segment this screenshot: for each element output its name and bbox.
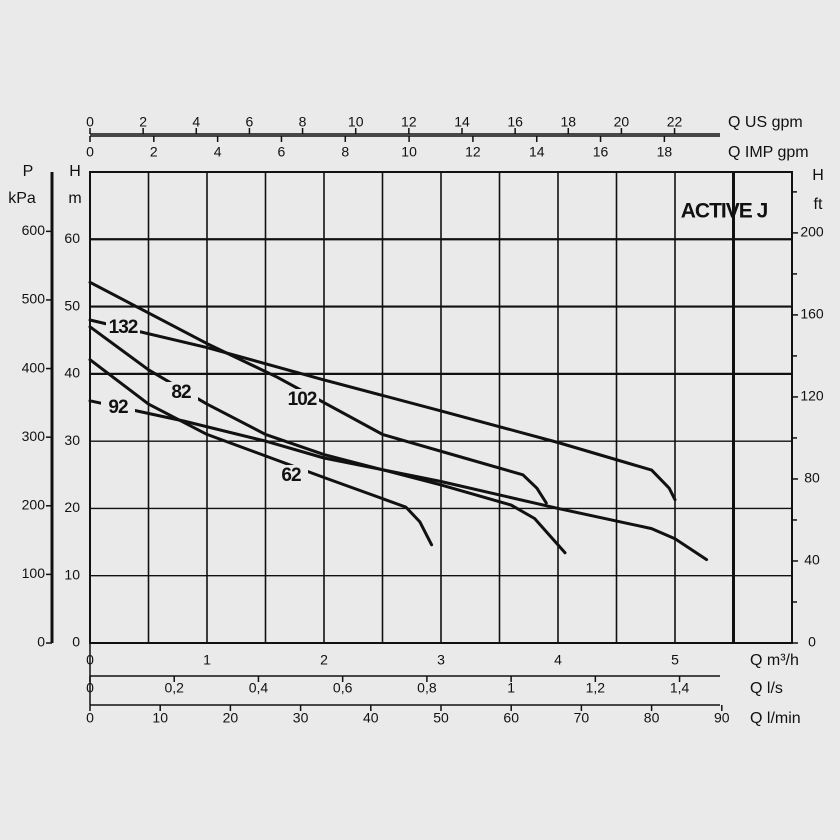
curve-label: 102: [288, 389, 317, 410]
x-tick-label: 0: [86, 114, 94, 130]
label-backdrop: [101, 397, 135, 419]
x-tick-label: 1: [203, 652, 211, 668]
y-tick-label: 600: [22, 222, 46, 238]
x-tick-label: 10: [401, 144, 417, 160]
x-tick-label: 2: [320, 652, 328, 668]
label-backdrop: [285, 389, 319, 411]
x-tick-label: 1,4: [670, 680, 690, 696]
x-tick-label: 5: [671, 652, 679, 668]
axis-label: ft: [814, 196, 823, 213]
label-backdrop: [106, 317, 140, 339]
x-tick-label: 4: [192, 114, 200, 130]
x-tick-label: 6: [278, 144, 286, 160]
x-tick-label: 12: [465, 144, 481, 160]
y-tick-label: 10: [64, 566, 80, 582]
y-tick-label: 50: [64, 297, 80, 313]
x-tick-label: 0: [86, 710, 94, 726]
axis-label: Q l/min: [750, 710, 801, 727]
x-tick-label: 1,2: [586, 680, 606, 696]
x-tick-label: 3: [437, 652, 445, 668]
x-tick-label: 20: [223, 710, 239, 726]
x-tick-label: 2: [139, 114, 147, 130]
y-tick-label: 500: [22, 291, 46, 307]
y-tick-label: 80: [804, 470, 820, 486]
x-tick-label: 16: [507, 114, 523, 130]
y-tick-label: 0: [37, 634, 45, 650]
y-tick-label: 120: [800, 388, 824, 404]
y-tick-label: 100: [22, 565, 46, 581]
x-tick-label: 14: [454, 114, 470, 130]
y-tick-label: 400: [22, 359, 46, 375]
curve: [88, 280, 548, 505]
x-tick-label: 22: [667, 114, 683, 130]
x-tick-label: 4: [214, 144, 222, 160]
x-tick-label: 10: [348, 114, 364, 130]
x-tick-label: 20: [614, 114, 630, 130]
x-tick-label: 8: [299, 114, 307, 130]
label-backdrop: [274, 465, 308, 487]
x-tick-label: 70: [574, 710, 590, 726]
chart-title: ACTIVE J: [681, 200, 768, 223]
curve-label: 62: [281, 465, 301, 486]
x-tick-label: 60: [503, 710, 519, 726]
curve: [88, 325, 567, 555]
y-tick-label: 60: [64, 230, 80, 246]
x-tick-label: 30: [293, 710, 309, 726]
y-tick-label: 30: [64, 432, 80, 448]
curve-label: 82: [171, 382, 191, 403]
x-tick-label: 80: [644, 710, 660, 726]
y-tick-label: 20: [64, 499, 80, 515]
x-tick-label: 1: [507, 680, 515, 696]
x-tick-label: 4: [554, 652, 562, 668]
axis-label: P: [23, 163, 34, 180]
x-tick-label: 90: [714, 710, 730, 726]
y-tick-label: 300: [22, 428, 46, 444]
label-backdrop: [164, 382, 198, 404]
y-tick-label: 40: [64, 365, 80, 381]
y-tick-label: 200: [800, 224, 824, 240]
x-tick-label: 14: [529, 144, 545, 160]
x-tick-label: 10: [152, 710, 168, 726]
x-tick-label: 12: [401, 114, 417, 130]
x-tick-label: 0,6: [333, 680, 353, 696]
x-tick-label: 0: [86, 144, 94, 160]
curve-label: 132: [109, 317, 138, 338]
axis-label: Q IMP gpm: [728, 144, 809, 161]
axis-label: kPa: [8, 190, 36, 207]
x-tick-label: 6: [246, 114, 254, 130]
x-tick-label: 18: [657, 144, 673, 160]
y-tick-label: 200: [22, 496, 46, 512]
axis-label: H: [812, 167, 824, 184]
y-tick-label: 40: [804, 552, 820, 568]
axis-label: H: [69, 163, 81, 180]
curve-label: 92: [108, 397, 128, 418]
x-tick-label: 40: [363, 710, 379, 726]
axis-label: Q l/s: [750, 680, 783, 697]
y-tick-label: 0: [72, 634, 80, 650]
axis-label: m: [68, 190, 81, 207]
curve: [88, 399, 709, 562]
axis-label: Q US gpm: [728, 114, 803, 131]
x-tick-label: 50: [433, 710, 449, 726]
y-tick-label: 0: [808, 634, 816, 650]
x-tick-label: 16: [593, 144, 609, 160]
x-tick-label: 8: [341, 144, 349, 160]
curve: [88, 358, 434, 547]
x-tick-label: 2: [150, 144, 158, 160]
x-tick-label: 0,8: [417, 680, 437, 696]
axis-label: Q m³/h: [750, 652, 799, 669]
x-tick-label: 18: [560, 114, 576, 130]
x-tick-label: 0,4: [249, 680, 269, 696]
y-tick-label: 160: [800, 306, 824, 322]
x-tick-label: 0,2: [164, 680, 184, 696]
